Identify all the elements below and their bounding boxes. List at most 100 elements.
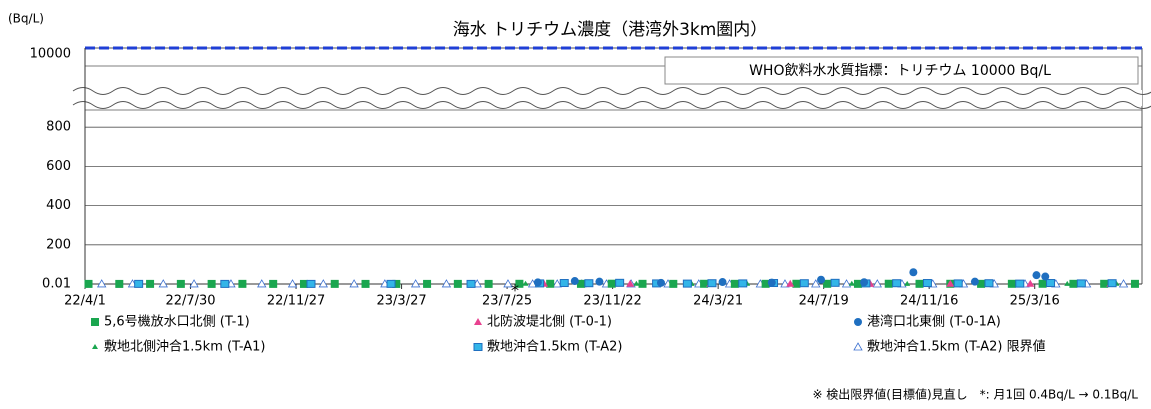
point bbox=[615, 278, 625, 287]
point bbox=[484, 279, 493, 288]
point bbox=[299, 279, 308, 288]
y-tick-label: 800 bbox=[46, 120, 71, 135]
point bbox=[441, 279, 452, 288]
point bbox=[552, 279, 562, 288]
point bbox=[1032, 271, 1041, 280]
point bbox=[909, 268, 918, 277]
point bbox=[707, 279, 717, 288]
y-tick-label: 400 bbox=[46, 198, 71, 213]
point bbox=[146, 279, 155, 288]
x-tick-label: 22/7/30 bbox=[165, 294, 215, 309]
x-tick-label: 25/3/16 bbox=[1010, 294, 1060, 309]
point bbox=[669, 279, 678, 288]
point bbox=[1015, 279, 1025, 288]
reference-label-box bbox=[664, 56, 1139, 85]
x-tick-label: 23/7/25 bbox=[482, 294, 532, 309]
point bbox=[349, 279, 359, 288]
point bbox=[1008, 280, 1015, 286]
legend-marker bbox=[92, 344, 98, 349]
point bbox=[257, 279, 267, 288]
y-unit: (Bq/L) bbox=[8, 12, 44, 26]
x-tick-label: 24/11/16 bbox=[900, 294, 958, 309]
point bbox=[453, 279, 462, 288]
point bbox=[830, 278, 840, 287]
point bbox=[584, 279, 594, 288]
point bbox=[220, 279, 230, 288]
point bbox=[189, 279, 199, 288]
point bbox=[269, 279, 278, 288]
point bbox=[892, 279, 902, 288]
point bbox=[730, 279, 739, 288]
axis-break bbox=[72, 101, 1151, 109]
point bbox=[811, 279, 821, 288]
point bbox=[207, 279, 216, 288]
point bbox=[533, 278, 542, 287]
point bbox=[595, 277, 604, 286]
y-tick-label: 10000 bbox=[30, 47, 71, 62]
point bbox=[1046, 279, 1056, 288]
point bbox=[700, 279, 709, 288]
point bbox=[1026, 279, 1035, 287]
x-tick-label: 24/7/19 bbox=[799, 294, 849, 309]
reference-label: WHO飲料水水質指標：トリチウム 10000 Bq/L bbox=[749, 63, 1051, 79]
legend-marker bbox=[854, 318, 862, 326]
point bbox=[922, 279, 932, 288]
point bbox=[392, 279, 401, 288]
point bbox=[1038, 279, 1047, 288]
point bbox=[176, 279, 185, 288]
point bbox=[576, 279, 585, 288]
point bbox=[607, 279, 616, 288]
legend-marker bbox=[91, 318, 99, 326]
point bbox=[848, 280, 855, 286]
x-tick-label: 22/4/1 bbox=[64, 294, 106, 309]
point bbox=[306, 279, 316, 288]
point bbox=[860, 278, 869, 287]
legend-label: 5,6号機放水口北側 (T-1) bbox=[104, 315, 250, 330]
point bbox=[1118, 279, 1129, 288]
point bbox=[466, 279, 476, 288]
y-tick-label: 200 bbox=[46, 237, 71, 252]
annotation: * bbox=[511, 281, 519, 300]
point bbox=[853, 279, 862, 288]
footnote: ※ 検出限界値(目標値)見直し *: 月1回 0.4Bq/L → 0.1Bq/L bbox=[812, 387, 1138, 402]
point bbox=[1076, 279, 1086, 288]
point bbox=[287, 279, 298, 288]
legend-label: 北防波堤北側 (T-0-1) bbox=[487, 314, 612, 330]
point bbox=[946, 279, 955, 287]
point bbox=[158, 279, 168, 288]
point bbox=[977, 279, 986, 288]
point bbox=[786, 279, 795, 287]
point bbox=[884, 279, 893, 288]
point bbox=[984, 279, 994, 288]
point bbox=[318, 279, 328, 288]
point bbox=[626, 279, 635, 287]
legend-marker bbox=[853, 342, 863, 351]
point bbox=[915, 279, 924, 288]
point bbox=[1100, 279, 1109, 288]
point bbox=[1130, 279, 1139, 288]
point bbox=[817, 275, 826, 284]
y-tick-label: 0.01 bbox=[42, 276, 71, 291]
point bbox=[1069, 279, 1078, 288]
point bbox=[841, 279, 852, 288]
point bbox=[84, 279, 93, 288]
point bbox=[503, 279, 513, 288]
chart-title: 海水 トリチウム濃度（港湾外3km圏内） bbox=[453, 20, 768, 40]
legend-marker bbox=[474, 318, 482, 325]
point bbox=[115, 279, 124, 288]
point bbox=[718, 278, 727, 287]
point bbox=[330, 279, 339, 288]
point bbox=[361, 279, 370, 288]
point bbox=[780, 279, 790, 288]
point bbox=[738, 279, 748, 288]
legend-label: 敷地沖合1.5km (T-A2) bbox=[487, 340, 622, 355]
legend-label: 敷地北側沖合1.5km (T-A1) bbox=[104, 340, 265, 355]
legend-marker bbox=[473, 343, 483, 351]
point bbox=[633, 280, 640, 286]
point bbox=[1107, 279, 1117, 288]
axis-break bbox=[72, 87, 1151, 95]
x-tick-label: 23/11/22 bbox=[583, 294, 641, 309]
point bbox=[872, 279, 882, 288]
point bbox=[97, 279, 107, 288]
point bbox=[953, 279, 963, 288]
